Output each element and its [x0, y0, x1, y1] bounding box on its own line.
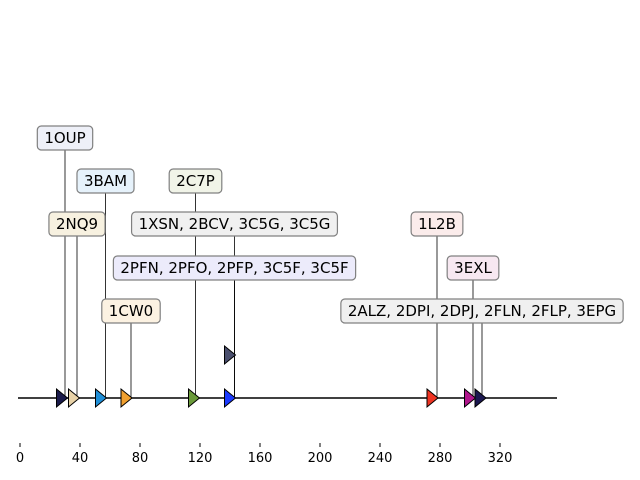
marker-triangle: [188, 387, 201, 409]
label-box-frame: [48, 211, 106, 237]
x-tick-label: 240: [368, 451, 393, 466]
label-box: 2PFN, 2PFO, 2PFP, 3C5F, 3C5F: [112, 255, 357, 281]
x-tick-label: 160: [248, 451, 273, 466]
label-text: 1L2B: [418, 215, 456, 233]
label-text: 2PFN, 2PFO, 2PFP, 3C5F, 3C5F: [120, 259, 348, 277]
label-text: 2C7P: [176, 172, 215, 190]
marker-triangle: [426, 387, 439, 409]
x-axis-ticks: 0 40 80 120 160 200 240 280 320: [16, 443, 513, 466]
label-text: 2NQ9: [56, 215, 98, 233]
label-text: 2ALZ, 2DPI, 2DPJ, 2FLN, 2FLP, 3EPG: [348, 302, 616, 320]
x-tick-label: 80: [132, 451, 149, 466]
marker-triangle: [95, 387, 108, 409]
x-tick-label: 0: [16, 451, 24, 466]
marker-triangle: [56, 387, 69, 409]
label-box: 3BAM: [76, 168, 135, 194]
label-box: 2C7P: [168, 168, 223, 194]
label-box: 1OUP: [36, 125, 94, 151]
x-tick-label: 320: [488, 451, 513, 466]
marker-triangle: [224, 344, 237, 366]
label-box: 1CW0: [101, 298, 161, 324]
marker-triangle: [474, 387, 487, 409]
label-text: 1XSN, 2BCV, 3C5G, 3C5G: [139, 215, 331, 233]
label-text: 3EXL: [454, 259, 492, 277]
label-text: 1CW0: [109, 302, 153, 320]
label-box-frame: [112, 255, 357, 281]
label-text: 1OUP: [44, 129, 85, 147]
label-box-frame: [168, 168, 223, 194]
x-tick-label: 120: [188, 451, 213, 466]
label-text: 3BAM: [84, 172, 127, 190]
marker-triangle: [68, 387, 81, 409]
label-box: 3EXL: [446, 255, 500, 281]
markers-group: [56, 344, 487, 409]
marker-triangle: [464, 387, 477, 409]
marker-triangle: [120, 387, 133, 409]
marker-triangle: [224, 387, 237, 409]
label-box-frame: [410, 211, 464, 237]
x-tick-label: 40: [72, 451, 89, 466]
label-box-frame: [36, 125, 94, 151]
x-tick-label: 200: [308, 451, 333, 466]
label-box: 1L2B: [410, 211, 464, 237]
label-box-frame: [76, 168, 135, 194]
label-box-frame: [446, 255, 500, 281]
label-box-frame: [130, 211, 339, 237]
label-box: 2ALZ, 2DPI, 2DPJ, 2FLN, 2FLP, 3EPG: [340, 298, 624, 324]
label-box: 2NQ9: [48, 211, 106, 237]
label-box: 1XSN, 2BCV, 3C5G, 3C5G: [130, 211, 339, 237]
x-tick-label: 280: [428, 451, 453, 466]
label-box-frame: [340, 298, 624, 324]
label-box-frame: [101, 298, 161, 324]
labels-group: 1OUP 3BAM 2C7P 2NQ9 1XSN, 2BCV, 3C5G, 3C5G 1L…: [36, 125, 624, 324]
